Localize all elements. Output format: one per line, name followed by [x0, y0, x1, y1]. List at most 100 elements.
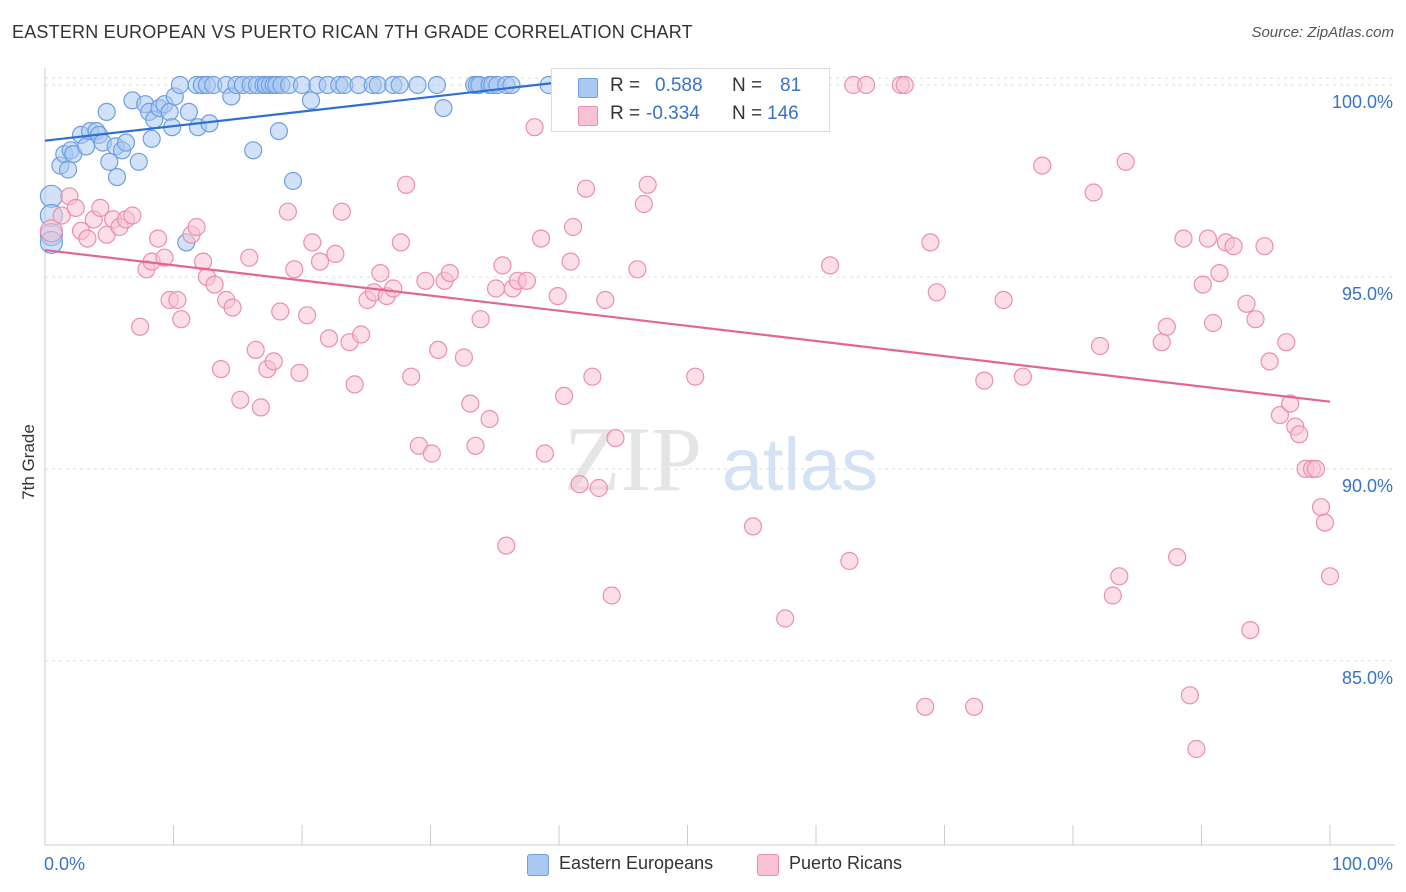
data-point	[58, 160, 78, 179]
y-tick-label: 85.0%	[1342, 668, 1393, 688]
x-tick-label-start: 0.0%	[44, 854, 85, 874]
data-point	[301, 91, 321, 110]
data-point	[429, 340, 448, 359]
data-point	[131, 317, 150, 336]
data-point	[1203, 313, 1223, 333]
data-point	[123, 206, 142, 225]
data-point	[1270, 406, 1290, 425]
data-point	[271, 302, 290, 321]
trendline-puerto-ricans	[44, 248, 1331, 403]
data-point	[1210, 264, 1229, 283]
legend-swatch-puerto-ricans	[578, 106, 598, 126]
legend-n-label: N =	[732, 103, 763, 124]
data-point	[408, 75, 427, 95]
data-point	[497, 536, 516, 555]
trendlines	[44, 82, 1331, 403]
data-point	[1277, 333, 1296, 352]
data-point	[160, 102, 179, 122]
data-point	[776, 609, 795, 628]
data-point	[285, 260, 304, 279]
data-point	[244, 141, 263, 160]
bottom-legend-swatch-eastern-europeans	[527, 854, 549, 876]
data-point	[129, 152, 148, 171]
legend-row-puerto-ricans: R = -0.334 N = 146	[552, 101, 829, 129]
chart-title: EASTERN EUROPEAN VS PUERTO RICAN 7TH GRA…	[12, 22, 693, 42]
data-point	[384, 279, 403, 298]
source-label: Source: ZipAtlas.com	[1251, 24, 1394, 41]
data-point	[422, 444, 441, 463]
data-point	[149, 229, 168, 248]
data-point	[416, 271, 435, 290]
data-point	[563, 217, 583, 237]
data-point	[1013, 367, 1033, 386]
data-point	[440, 264, 459, 283]
data-point	[187, 217, 206, 237]
data-point	[179, 102, 198, 122]
data-point	[1084, 183, 1103, 202]
data-point	[168, 290, 187, 310]
data-point	[606, 429, 625, 448]
legend-n-value: 146	[767, 103, 799, 124]
data-point	[326, 244, 345, 263]
data-point	[461, 394, 480, 413]
data-point	[172, 310, 191, 329]
data-point	[994, 290, 1013, 310]
data-point	[486, 279, 506, 298]
watermark: ZIP atlas	[564, 408, 878, 510]
data-point	[345, 375, 364, 394]
data-point	[1241, 620, 1260, 640]
data-point	[269, 122, 288, 141]
data-point	[576, 179, 596, 198]
data-point	[480, 409, 499, 429]
trendline-eastern-europeans	[44, 82, 553, 142]
bottom-legend-eastern-europeans[interactable]: Eastern Europeans	[527, 852, 737, 876]
data-point	[596, 290, 615, 310]
data-point	[743, 517, 763, 536]
data-point	[895, 75, 914, 95]
data-point	[628, 260, 647, 279]
data-point	[434, 98, 453, 118]
data-point	[290, 363, 309, 382]
data-point	[52, 206, 71, 225]
data-point	[1174, 229, 1193, 248]
data-point	[964, 697, 984, 716]
data-point	[391, 233, 410, 252]
data-point	[1187, 739, 1206, 759]
data-point	[1315, 513, 1335, 532]
data-point	[1090, 336, 1110, 356]
data-point	[517, 271, 537, 290]
legend-r-label: R =	[610, 75, 641, 96]
data-point	[39, 219, 64, 243]
legend-n-value: 81	[780, 75, 802, 96]
data-point	[466, 436, 485, 455]
data-point	[211, 360, 231, 379]
data-point	[1306, 459, 1326, 478]
data-point	[548, 287, 567, 306]
data-point	[1237, 294, 1256, 313]
y-axis-label: 7th Grade	[19, 424, 38, 500]
data-point	[97, 102, 116, 122]
data-point	[1255, 237, 1274, 256]
x-tick-label-end: 100.0%	[1332, 854, 1393, 874]
data-point	[264, 352, 283, 371]
data-point	[402, 367, 421, 386]
data-point	[570, 475, 589, 494]
y-tick-label: 90.0%	[1342, 476, 1393, 496]
data-point	[390, 75, 409, 95]
data-point	[66, 198, 85, 217]
data-point	[91, 198, 110, 217]
data-point	[561, 252, 580, 271]
watermark-zip: ZIP	[564, 408, 702, 510]
tick-labels: 85.0% 90.0% 95.0% 100.0% 0.0% 100.0%	[44, 92, 1393, 874]
data-point	[310, 252, 330, 271]
data-point	[240, 248, 259, 267]
data-point	[116, 133, 136, 152]
data-point	[589, 478, 608, 498]
bottom-legend-label: Puerto Ricans	[789, 853, 903, 873]
y-tick-label: 95.0%	[1342, 284, 1393, 304]
data-point	[1311, 498, 1331, 517]
data-point	[332, 202, 351, 221]
bottom-legend-puerto-ricans[interactable]: Puerto Ricans	[757, 852, 927, 876]
data-point	[921, 233, 940, 252]
